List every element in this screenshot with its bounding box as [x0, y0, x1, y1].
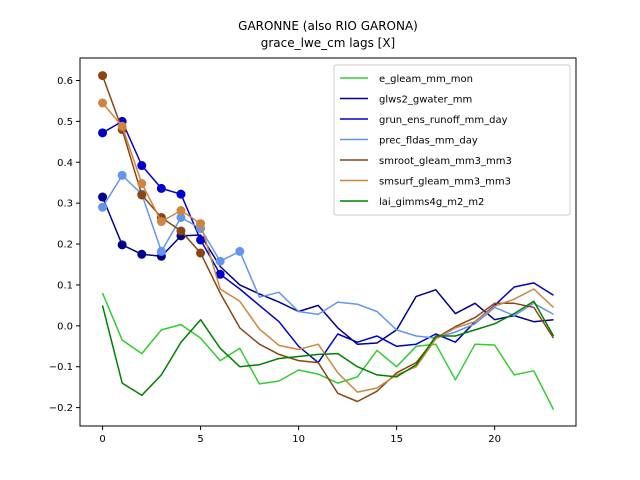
data-point — [137, 190, 147, 200]
x-tick-label: 0 — [99, 434, 105, 445]
axes-layer: 0 5 10 15 20 −0.2 −0.1 0.0 0.1 0.2 0.3 0.4 0.5 0.6 — [49, 76, 501, 445]
data-point — [98, 71, 108, 81]
data-point — [98, 128, 108, 138]
data-point — [98, 202, 108, 212]
legend-label: e_gleam_mm_mon — [379, 74, 473, 85]
y-tick-label: −0.1 — [49, 362, 73, 373]
legend-entry: prec_fldas_mm_day — [340, 136, 478, 147]
legend-entry: e_gleam_mm_mon — [340, 74, 473, 85]
legend-entry: lai_gimms4g_m2_m2 — [340, 197, 484, 208]
x-tick-label: 20 — [488, 434, 501, 445]
data-point — [156, 183, 166, 193]
legend-box — [333, 64, 571, 216]
data-point — [196, 235, 206, 245]
series-line — [101, 300, 555, 397]
data-point — [137, 249, 147, 259]
plot-area-frame — [79, 57, 577, 427]
legend-entry: smsurf_gleam_mm3_mm3 — [340, 177, 511, 188]
legend: e_gleam_mm_mon glws2_gwater_mm grun_ens_ru… — [333, 64, 571, 216]
y-tick-label: 0.3 — [57, 199, 73, 210]
data-point — [117, 240, 127, 250]
legend-label: smsurf_gleam_mm3_mm3 — [379, 177, 511, 188]
series-lai_gimms4g_m2_m2 — [101, 300, 555, 397]
y-tick-label: 0.2 — [57, 240, 73, 251]
y-tick-label: −0.2 — [49, 403, 73, 414]
legend-label: glws2_gwater_mm — [379, 95, 472, 106]
data-point — [117, 121, 127, 131]
series-line — [101, 174, 554, 339]
x-tick-label: 5 — [197, 434, 203, 445]
legend-entry: grun_ens_runoff_mm_day — [340, 115, 508, 126]
y-tick-label: 0.5 — [57, 117, 73, 128]
chart-title-line-2: grace_lwe_cm lags [X] — [261, 36, 395, 50]
data-point — [117, 170, 127, 180]
data-point — [176, 189, 186, 199]
data-point — [176, 206, 186, 216]
y-tick-label: 0.0 — [57, 321, 73, 332]
chart-title-line-1: GARONNE (also RIO GARONA) — [238, 19, 418, 33]
x-tick-label: 10 — [292, 434, 305, 445]
data-point — [137, 179, 147, 189]
data-point — [176, 212, 186, 222]
data-point — [196, 248, 206, 258]
data-point — [156, 246, 166, 256]
legend-label: prec_fldas_mm_day — [379, 136, 478, 147]
data-point — [215, 269, 225, 279]
legend-entry: smroot_gleam_mm3_mm3 — [340, 156, 512, 167]
data-point — [156, 217, 166, 227]
y-tick-label: 0.4 — [57, 158, 73, 169]
data-point — [98, 98, 108, 108]
data-point — [215, 256, 225, 266]
data-point — [137, 161, 147, 171]
series-smsurf_gleam_mm3_mm3 — [98, 98, 555, 393]
data-point — [176, 226, 186, 236]
series-line — [101, 196, 554, 345]
y-tick-label: 0.1 — [57, 280, 73, 291]
legend-label: grun_ens_runoff_mm_day — [379, 115, 508, 126]
legend-label: smroot_gleam_mm3_mm3 — [379, 156, 512, 167]
data-point — [196, 219, 206, 229]
data-point — [98, 192, 108, 202]
y-tick-label: 0.6 — [57, 76, 73, 87]
legend-label: lai_gimms4g_m2_m2 — [379, 197, 484, 208]
legend-entry: glws2_gwater_mm — [340, 95, 472, 106]
series-layer — [98, 71, 555, 410]
x-tick-label: 15 — [390, 434, 403, 445]
data-point — [235, 246, 245, 256]
